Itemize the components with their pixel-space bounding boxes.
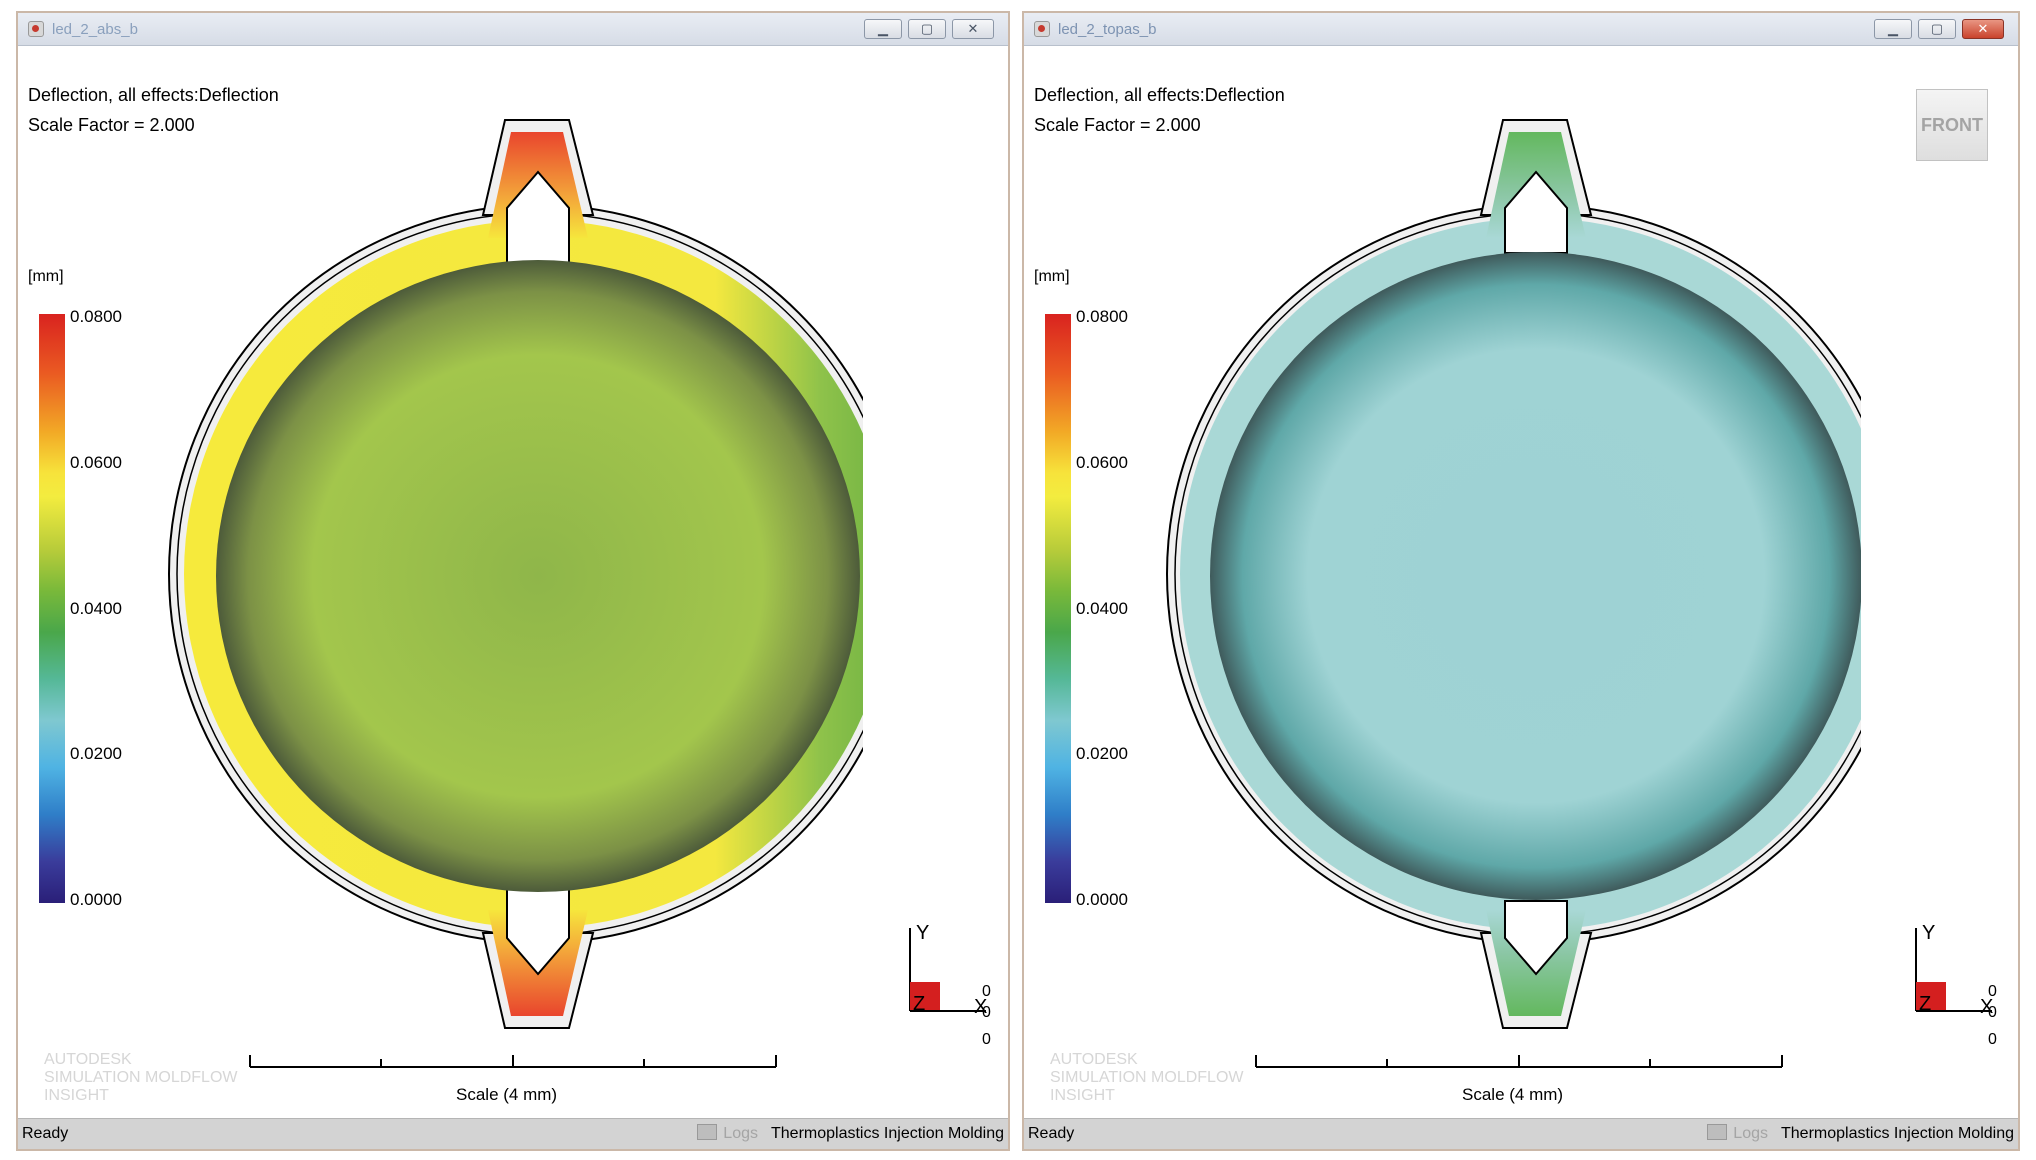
logs-icon bbox=[697, 1124, 718, 1140]
deflection-plot[interactable] bbox=[143, 88, 863, 1043]
status-ready: Ready bbox=[1028, 1125, 1075, 1142]
svg-text:0: 0 bbox=[1988, 1004, 1997, 1021]
scale-label: Scale (4 mm) bbox=[456, 1085, 558, 1104]
result-label: Deflection, all effects:Deflection bbox=[28, 85, 279, 105]
axis-triad: Y Z X 0 0 0 bbox=[909, 922, 991, 1046]
result-window-topas: led_2_topas_b ▁ ▢ ✕ Deflection, all effe… bbox=[1022, 11, 2020, 1151]
result-label: Deflection, all effects:Deflection bbox=[1034, 85, 1285, 105]
scale-bar bbox=[1255, 1055, 1783, 1068]
window-title: led_2_abs_b bbox=[52, 21, 138, 38]
scale-factor-label: Scale Factor = 2.000 bbox=[1034, 115, 1201, 135]
scale-bar bbox=[249, 1055, 777, 1068]
moldflow-app-icon bbox=[1034, 21, 1050, 37]
bottom-tab-cutout bbox=[1504, 900, 1568, 976]
svg-text:0: 0 bbox=[1988, 983, 1997, 1000]
legend-tick: 0.0600 bbox=[70, 453, 122, 472]
svg-text:0: 0 bbox=[982, 1004, 991, 1021]
legend-tick: 0.0400 bbox=[1076, 599, 1128, 618]
legend-tick: 0.0200 bbox=[1076, 744, 1128, 763]
y-axis-label: Y bbox=[1922, 922, 1935, 944]
legend-unit: [mm] bbox=[1034, 268, 1070, 285]
title-bar[interactable]: led_2_topas_b ▁ ▢ ✕ bbox=[1024, 13, 2018, 46]
legend-tick-min: 0.0000 bbox=[1076, 890, 1128, 909]
legend-tick: 0.0400 bbox=[70, 599, 122, 618]
deflection-plot[interactable] bbox=[1141, 88, 1861, 1043]
status-bar: Ready Logs Thermoplastics Injection Mold… bbox=[18, 1118, 1008, 1149]
maximize-button[interactable]: ▢ bbox=[908, 19, 946, 39]
legend-tick-max: 0.0800 bbox=[70, 307, 122, 326]
z-axis-label: Z bbox=[913, 993, 925, 1015]
autodesk-watermark: AUTODESK SIMULATION MOLDFLOW INSIGHT bbox=[44, 1051, 238, 1104]
close-button[interactable]: ✕ bbox=[952, 19, 994, 39]
x-axis-label: X bbox=[974, 996, 987, 1018]
legend-tick-min: 0.0000 bbox=[70, 890, 122, 909]
minimize-button[interactable]: ▁ bbox=[864, 19, 902, 39]
moldflow-app-icon bbox=[28, 21, 44, 37]
logs-button[interactable]: Logs bbox=[1707, 1124, 1768, 1143]
logs-icon bbox=[1707, 1124, 1728, 1140]
result-window-abs: led_2_abs_b ▁ ▢ ✕ Deflection, all effect… bbox=[16, 11, 1010, 1151]
svg-text:0: 0 bbox=[982, 983, 991, 1000]
y-axis-label: Y bbox=[916, 922, 929, 944]
scale-label: Scale (4 mm) bbox=[1462, 1085, 1564, 1104]
analysis-mode: Thermoplastics Injection Molding bbox=[771, 1125, 1004, 1142]
lens-surface bbox=[1210, 252, 1861, 900]
view-cube-front[interactable]: FRONT bbox=[1916, 89, 1988, 161]
z-axis-label: Z bbox=[1919, 993, 1931, 1015]
status-bar: Ready Logs Thermoplastics Injection Mold… bbox=[1024, 1118, 2018, 1149]
logs-button[interactable]: Logs bbox=[697, 1124, 758, 1143]
autodesk-watermark: AUTODESK SIMULATION MOLDFLOW INSIGHT bbox=[1050, 1051, 1244, 1104]
x-axis-label: X bbox=[1980, 996, 1993, 1018]
title-bar[interactable]: led_2_abs_b ▁ ▢ ✕ bbox=[18, 13, 1008, 46]
svg-text:0: 0 bbox=[982, 1031, 991, 1046]
legend-tick: 0.0600 bbox=[1076, 453, 1128, 472]
status-ready: Ready bbox=[22, 1125, 69, 1142]
deflection-color-legend bbox=[39, 314, 65, 903]
close-button[interactable]: ✕ bbox=[1962, 19, 2004, 39]
scale-factor-label: Scale Factor = 2.000 bbox=[28, 115, 195, 135]
legend-tick: 0.0200 bbox=[70, 744, 122, 763]
deflection-color-legend bbox=[1045, 314, 1071, 903]
lens-surface bbox=[216, 260, 860, 892]
window-title: led_2_topas_b bbox=[1058, 21, 1157, 38]
maximize-button[interactable]: ▢ bbox=[1918, 19, 1956, 39]
legend-tick-max: 0.0800 bbox=[1076, 307, 1128, 326]
analysis-mode: Thermoplastics Injection Molding bbox=[1781, 1125, 2014, 1142]
legend-unit: [mm] bbox=[28, 268, 64, 285]
svg-text:0: 0 bbox=[1988, 1031, 1997, 1046]
minimize-button[interactable]: ▁ bbox=[1874, 19, 1912, 39]
axis-triad: Y Z X 0 0 0 bbox=[1915, 922, 1997, 1046]
